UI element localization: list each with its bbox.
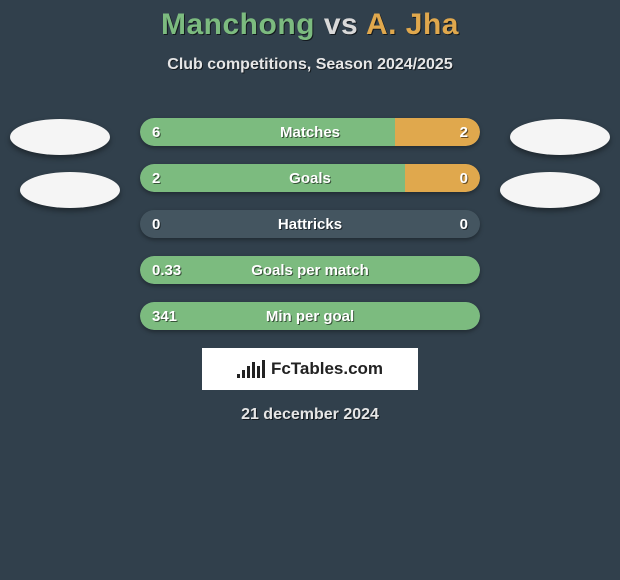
avatar-placeholder — [20, 172, 120, 208]
avatar-placeholder — [10, 119, 110, 155]
watermark: FcTables.com — [202, 348, 418, 390]
stat-value-right: 2 — [460, 118, 468, 146]
stat-row: 0Hattricks0 — [140, 210, 480, 238]
date-label: 21 december 2024 — [0, 406, 620, 424]
stat-rows: 6Matches22Goals00Hattricks00.33Goals per… — [140, 118, 480, 330]
avatar-placeholder — [510, 119, 610, 155]
watermark-bar — [242, 370, 245, 378]
stat-value-right: 0 — [460, 164, 468, 192]
watermark-bar — [262, 360, 265, 378]
subtitle: Club competitions, Season 2024/2025 — [0, 56, 620, 74]
watermark-bar — [252, 362, 255, 378]
comparison-card: Manchong vs A. Jha Club competitions, Se… — [0, 0, 620, 580]
stat-label: Goals per match — [140, 256, 480, 284]
watermark-text: FcTables.com — [271, 359, 383, 379]
player1-name: Manchong — [161, 8, 315, 41]
watermark-bar — [247, 366, 250, 378]
player2-name: A. Jha — [366, 8, 459, 41]
stat-row: 2Goals0 — [140, 164, 480, 192]
stat-row: 341Min per goal — [140, 302, 480, 330]
page-title: Manchong vs A. Jha — [0, 0, 620, 42]
watermark-bars-icon — [237, 360, 265, 378]
stat-label: Goals — [140, 164, 480, 192]
avatar-placeholder — [500, 172, 600, 208]
stat-row: 6Matches2 — [140, 118, 480, 146]
stat-label: Matches — [140, 118, 480, 146]
stat-label: Hattricks — [140, 210, 480, 238]
watermark-bar — [257, 366, 260, 378]
stat-value-right: 0 — [460, 210, 468, 238]
vs-separator: vs — [324, 8, 358, 41]
watermark-bar — [237, 374, 240, 378]
stat-label: Min per goal — [140, 302, 480, 330]
stat-row: 0.33Goals per match — [140, 256, 480, 284]
